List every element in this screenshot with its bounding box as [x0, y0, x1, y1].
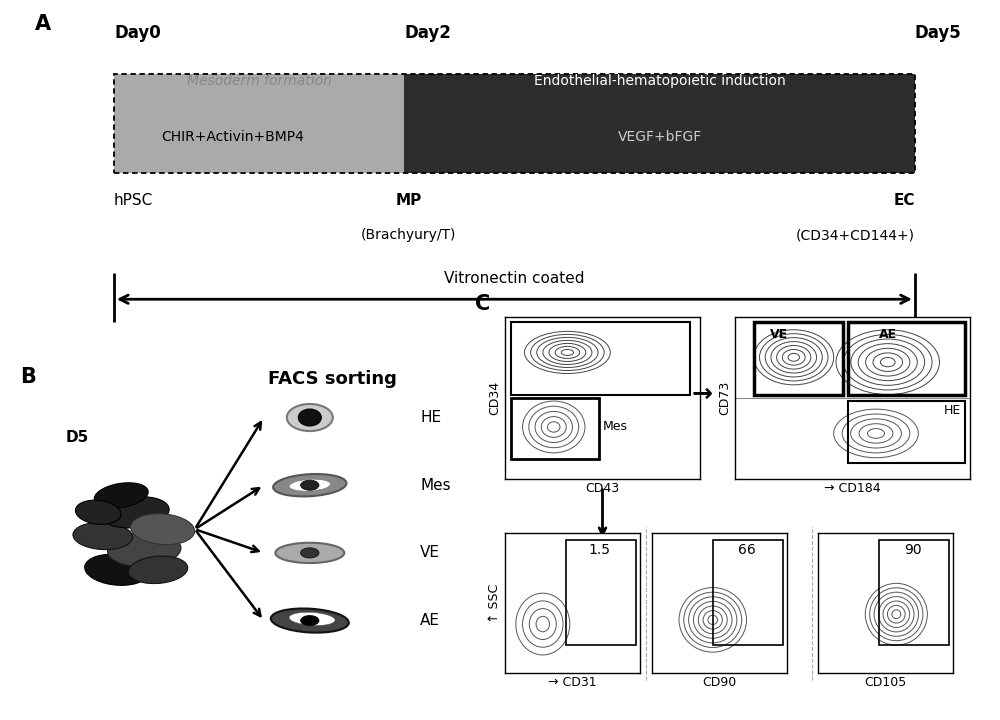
Bar: [879, 540, 949, 645]
X-axis label: CD90: CD90: [702, 676, 737, 689]
Text: B: B: [20, 366, 36, 387]
Text: EC: EC: [893, 193, 915, 208]
X-axis label: → CD31: → CD31: [548, 676, 597, 689]
Y-axis label: CD73: CD73: [718, 381, 731, 415]
Ellipse shape: [131, 514, 195, 544]
Ellipse shape: [85, 554, 149, 585]
Text: FACS sorting: FACS sorting: [268, 370, 397, 388]
Text: Vitronectin coated: Vitronectin coated: [444, 271, 585, 286]
Ellipse shape: [101, 497, 169, 528]
Ellipse shape: [287, 404, 333, 431]
Text: Day2: Day2: [404, 24, 451, 42]
Text: AE: AE: [420, 613, 440, 628]
Text: VE: VE: [770, 328, 788, 341]
Bar: [566, 540, 636, 645]
Text: 90: 90: [904, 543, 921, 557]
Ellipse shape: [289, 480, 330, 491]
Text: 1.5: 1.5: [588, 543, 610, 557]
FancyBboxPatch shape: [114, 74, 404, 174]
Ellipse shape: [94, 483, 148, 508]
Text: Day5: Day5: [915, 24, 962, 42]
Bar: [511, 322, 690, 395]
Text: D5: D5: [66, 431, 89, 446]
Text: HE: HE: [420, 410, 441, 425]
Bar: [754, 322, 843, 395]
Ellipse shape: [271, 608, 349, 633]
Bar: [848, 322, 965, 395]
Text: Mes: Mes: [420, 477, 451, 492]
X-axis label: → CD184: → CD184: [824, 482, 881, 495]
Y-axis label: CD34: CD34: [488, 381, 501, 415]
Text: VEGF+bFGF: VEGF+bFGF: [617, 130, 702, 144]
Ellipse shape: [298, 409, 321, 426]
X-axis label: CD105: CD105: [864, 676, 907, 689]
Text: CHIR+Activin+BMP4: CHIR+Activin+BMP4: [161, 130, 304, 144]
Ellipse shape: [107, 533, 181, 567]
Text: VE: VE: [420, 545, 440, 560]
Ellipse shape: [128, 556, 188, 583]
Ellipse shape: [275, 543, 344, 563]
Ellipse shape: [301, 616, 319, 626]
Bar: [713, 540, 783, 645]
Ellipse shape: [301, 480, 319, 490]
Text: (Brachyury/T): (Brachyury/T): [361, 228, 456, 242]
Text: A: A: [35, 14, 51, 35]
Text: Mes: Mes: [602, 420, 628, 433]
Text: hPSC: hPSC: [114, 193, 153, 208]
Text: AE: AE: [879, 328, 897, 341]
FancyBboxPatch shape: [404, 74, 915, 174]
Text: HE: HE: [943, 404, 961, 418]
Y-axis label: ↑ SSC: ↑ SSC: [488, 583, 501, 623]
Ellipse shape: [75, 500, 121, 524]
Text: 66: 66: [738, 543, 755, 557]
Text: Day0: Day0: [114, 24, 161, 42]
X-axis label: CD43: CD43: [585, 482, 620, 495]
Ellipse shape: [301, 548, 319, 558]
Text: (CD34+CD144+): (CD34+CD144+): [796, 228, 915, 242]
Ellipse shape: [289, 612, 335, 626]
Ellipse shape: [273, 474, 346, 496]
Text: →: →: [692, 382, 712, 406]
Bar: [511, 397, 599, 459]
Ellipse shape: [73, 522, 133, 549]
Text: C: C: [475, 294, 490, 314]
Text: Endothelial-hematopoietic induction: Endothelial-hematopoietic induction: [534, 73, 785, 88]
Text: Mesoderm formation: Mesoderm formation: [187, 73, 332, 88]
Text: MP: MP: [396, 193, 422, 208]
Bar: [848, 401, 965, 462]
